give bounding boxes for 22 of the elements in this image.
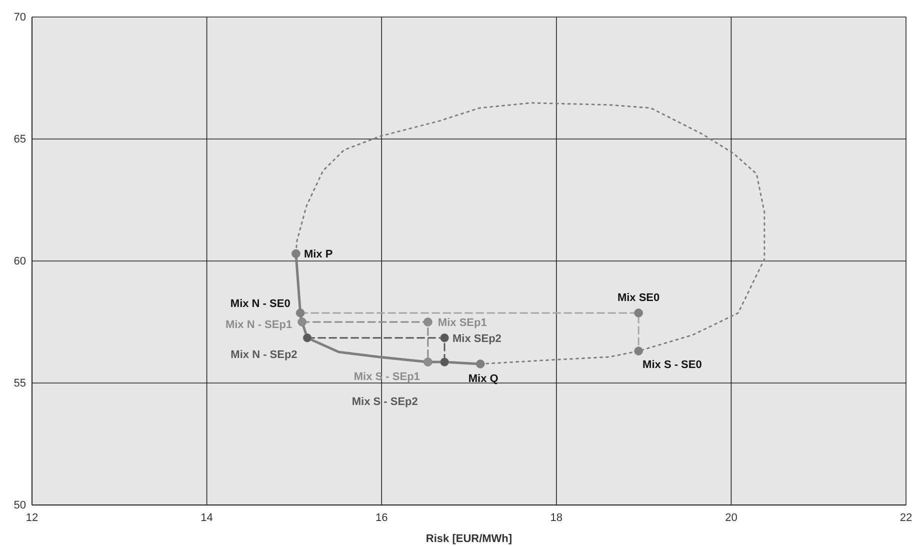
- annotation: Mix S - SE0: [642, 359, 702, 372]
- y-tick-label: 55: [14, 378, 26, 390]
- annotation: Mix N - SE0: [230, 298, 290, 310]
- annotation: Mix P: [304, 248, 333, 261]
- annotation: Mix S - SEp2: [352, 396, 418, 408]
- x-tick-label: 12: [26, 512, 38, 524]
- y-tick-label: 70: [14, 12, 26, 24]
- x-tick-label: 22: [900, 512, 912, 524]
- y-tick-label: 65: [14, 134, 26, 146]
- x-tick-label: 14: [200, 512, 213, 524]
- x-axis-title: Risk [EUR/MWh]: [426, 533, 512, 545]
- x-tick-label: 20: [725, 512, 738, 524]
- y-tick-label: 50: [14, 500, 26, 512]
- y-tick-label: 60: [14, 256, 26, 268]
- annotation: Mix SE0: [617, 292, 660, 304]
- annotation: Mix SEp2: [452, 332, 502, 345]
- annotation: Mix N - SEp2: [230, 348, 298, 361]
- annotation: Mix N - SEp1: [225, 319, 292, 331]
- x-tick-label: 16: [375, 512, 388, 524]
- annotation: Mix SEp1: [438, 317, 487, 329]
- annotation: Mix Q: [468, 372, 499, 385]
- x-tick-label: 18: [550, 512, 563, 524]
